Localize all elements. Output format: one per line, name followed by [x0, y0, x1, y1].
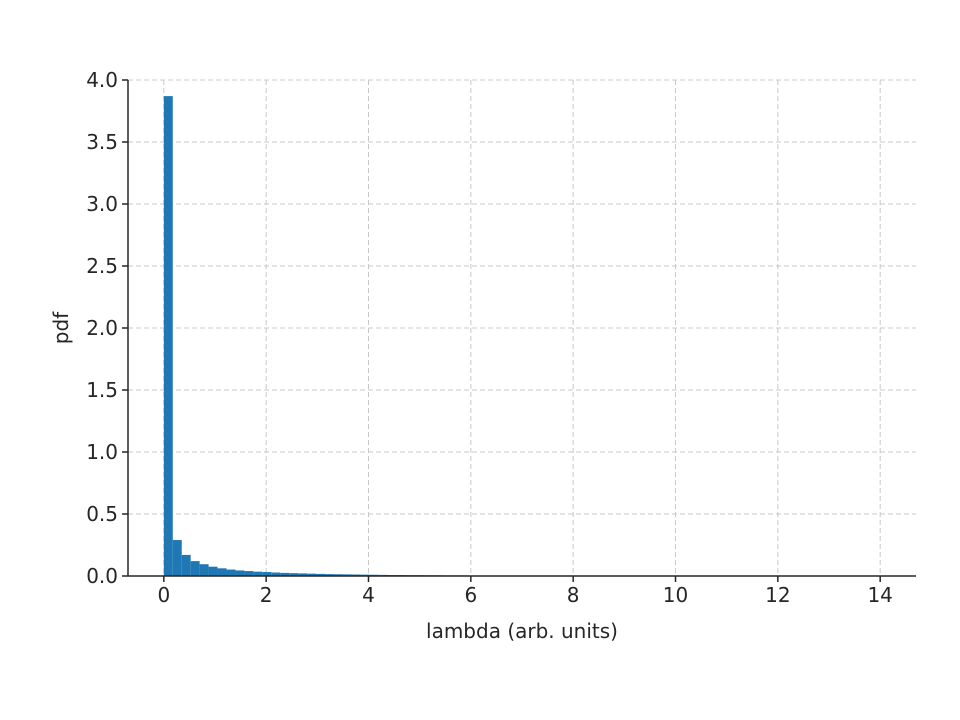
x-tick-label: 8 [567, 583, 580, 607]
histogram-bar [289, 573, 299, 576]
histogram-bar [325, 574, 334, 576]
tick-labels: 0 2 4 6 8 10 12 14 0.0 0.5 1.0 1.5 2.0 2.5 3.0 3.5 4.0 [86, 68, 893, 607]
histogram-bar [199, 564, 209, 576]
y-tick-label: 0.0 [86, 564, 118, 588]
y-tick-label: 2.5 [86, 254, 118, 278]
histogram-bar [271, 572, 281, 576]
histogram-bar [342, 574, 352, 576]
histogram-bar [307, 573, 317, 576]
grid [128, 79, 916, 576]
histogram-bar [172, 540, 182, 576]
histogram-bar [163, 96, 173, 577]
histogram-bar [235, 570, 245, 576]
histogram-bar [316, 573, 325, 576]
x-tick-label: 0 [157, 583, 170, 607]
x-tick-label: 14 [867, 583, 892, 607]
x-tick-label: 12 [765, 583, 790, 607]
x-axis-label: lambda (arb. units) [426, 619, 618, 643]
histogram-bar [333, 574, 343, 576]
x-tick-label: 4 [362, 583, 375, 607]
x-tick-label: 2 [260, 583, 273, 607]
y-tick-label: 4.0 [86, 68, 118, 92]
y-tick-label: 0.5 [86, 502, 118, 526]
histogram-bar [262, 572, 272, 576]
histogram-bar [298, 573, 308, 576]
y-tick-label: 2.0 [86, 316, 118, 340]
histogram-bar [280, 572, 290, 576]
histogram-bar [208, 566, 218, 576]
x-tick-label: 10 [663, 583, 688, 607]
y-axis-label: pdf [49, 311, 73, 344]
y-tick-label: 3.0 [86, 192, 118, 216]
histogram-bar [217, 568, 227, 576]
histogram-bar [244, 571, 254, 576]
y-tick-label: 1.5 [86, 378, 118, 402]
histogram-bar [253, 571, 263, 576]
y-tick-label: 1.0 [86, 440, 118, 464]
histogram-bars [163, 96, 522, 577]
histogram-bar [181, 554, 191, 576]
histogram-bar [190, 561, 200, 576]
histogram-bar [226, 569, 236, 576]
x-tick-label: 6 [464, 583, 477, 607]
y-tick-label: 3.5 [86, 130, 118, 154]
